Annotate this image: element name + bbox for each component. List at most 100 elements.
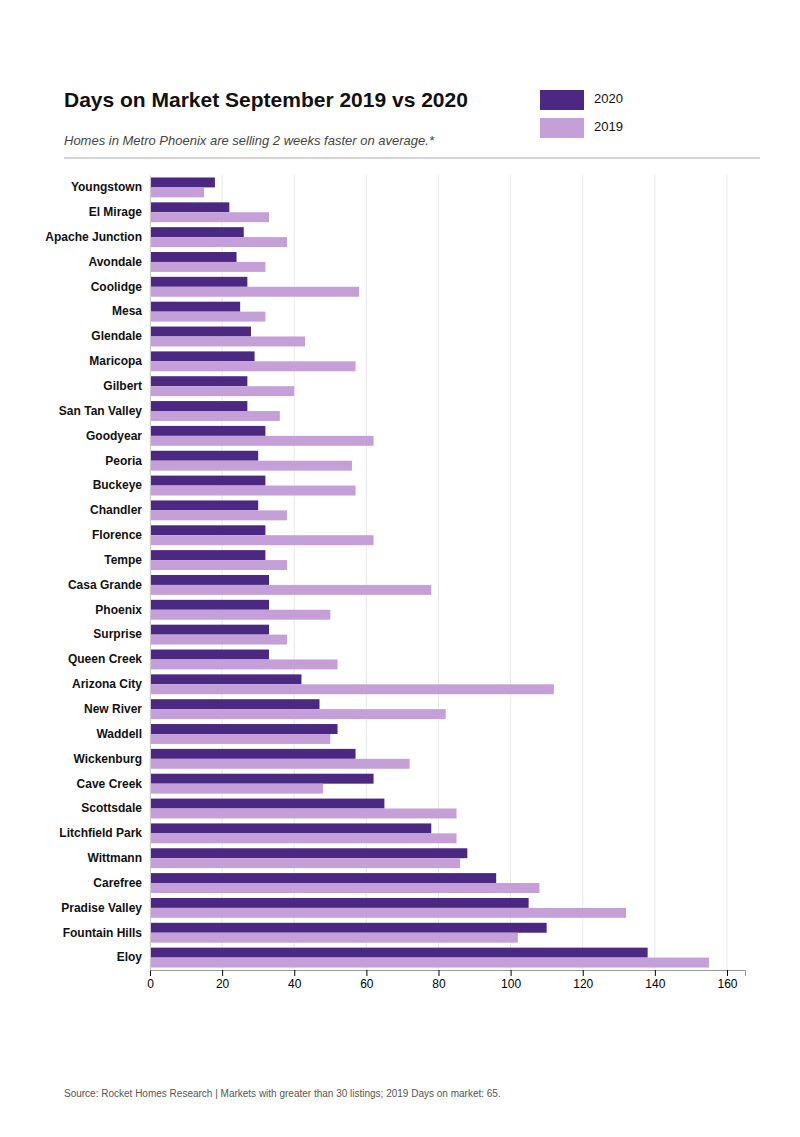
y-tick-label: Buckeye <box>93 478 143 492</box>
bar <box>150 600 269 610</box>
x-tick: 120 <box>573 970 593 991</box>
y-tick-label: Peoria <box>105 454 142 468</box>
bar <box>150 883 539 893</box>
y-tick-label: Mesa <box>112 304 142 318</box>
y-tick: Casa Grande <box>68 578 142 592</box>
x-tick-mark <box>727 970 728 976</box>
y-tick-label: New River <box>84 702 142 716</box>
x-tick: 60 <box>360 970 374 991</box>
bar <box>150 510 287 520</box>
y-tick: Eloy <box>117 950 143 964</box>
separator <box>64 158 760 159</box>
y-tick: Wickenburg <box>73 752 142 766</box>
y-tick: Florence <box>92 528 142 542</box>
y-tick-label: Apache Junction <box>45 230 142 244</box>
x-axis: 020406080100120140160 <box>147 970 745 991</box>
bar <box>150 461 352 471</box>
y-tick-label: Arizona City <box>72 677 142 691</box>
y-tick-label: Queen Creek <box>68 652 142 666</box>
bar <box>150 351 255 361</box>
x-tick-mark <box>655 970 656 976</box>
bar <box>150 177 215 187</box>
bar <box>150 411 280 421</box>
y-tick: Scottsdale <box>81 801 142 815</box>
grid-line <box>582 175 583 970</box>
grid-line <box>654 175 655 970</box>
bar <box>150 252 237 262</box>
bar <box>150 809 457 819</box>
bar <box>150 525 265 535</box>
bar <box>150 212 269 222</box>
bar <box>150 659 338 669</box>
bar <box>150 202 229 212</box>
x-tick-mark <box>366 970 367 976</box>
bar <box>150 426 265 436</box>
x-tick: 20 <box>216 970 230 991</box>
y-tick: Wittmann <box>87 851 142 865</box>
x-tick: 140 <box>645 970 665 991</box>
y-tick-label: Litchfield Park <box>59 826 142 840</box>
bar <box>150 898 529 908</box>
bar <box>150 858 460 868</box>
bar <box>150 923 547 933</box>
bar <box>150 500 258 510</box>
bar <box>150 625 269 635</box>
y-tick-label: Eloy <box>117 950 143 964</box>
y-tick: Litchfield Park <box>59 826 142 840</box>
bar-series <box>150 187 709 967</box>
y-tick: Apache Junction <box>45 230 142 244</box>
bar <box>150 327 251 337</box>
y-tick-label: Wittmann <box>87 851 142 865</box>
bar <box>150 575 269 585</box>
y-tick: Waddell <box>96 727 142 741</box>
x-tick: 40 <box>288 970 302 991</box>
legend-label: 2020 <box>594 91 623 106</box>
y-tick-label: Goodyear <box>86 429 142 443</box>
bar <box>150 277 247 287</box>
y-axis-line <box>150 176 151 971</box>
y-tick-label: San Tan Valley <box>59 404 142 418</box>
bar <box>150 848 467 858</box>
x-tick: 80 <box>432 970 446 991</box>
y-tick: Chandler <box>90 503 142 517</box>
y-tick-label: Chandler <box>90 503 142 517</box>
bar <box>150 287 359 297</box>
y-tick-label: Fountain Hills <box>63 926 143 940</box>
y-tick: Fountain Hills <box>63 926 143 940</box>
bar <box>150 336 305 346</box>
y-tick: Glendale <box>91 329 142 343</box>
y-tick: Goodyear <box>86 429 142 443</box>
x-tick-label: 40 <box>288 977 302 991</box>
y-tick-label: Phoenix <box>95 603 142 617</box>
subtitle: Homes in Metro Phoenix are selling 2 wee… <box>64 133 435 148</box>
bar <box>150 734 330 744</box>
y-tick-label: Florence <box>92 528 142 542</box>
y-tick: Mesa <box>112 304 142 318</box>
x-tick-label: 140 <box>645 977 665 991</box>
y-tick-label: Wickenburg <box>73 752 142 766</box>
bar <box>150 674 301 684</box>
x-tick-label: 160 <box>717 977 737 991</box>
y-tick: Avondale <box>88 255 142 269</box>
y-tick: Tempe <box>104 553 142 567</box>
y-tick: Carefree <box>93 876 142 890</box>
grid <box>150 175 727 970</box>
grid-line <box>510 175 511 970</box>
y-tick: Cave Creek <box>77 777 143 791</box>
legend-swatch <box>540 118 584 138</box>
y-tick-label: Casa Grande <box>68 578 142 592</box>
y-tick-label: Youngstown <box>71 180 142 194</box>
bar <box>150 709 446 719</box>
bar <box>150 227 244 237</box>
x-tick-mark <box>222 970 223 976</box>
bar <box>150 486 356 496</box>
bar <box>150 799 384 809</box>
grid-line <box>726 175 727 970</box>
bar <box>150 560 287 570</box>
x-axis-line <box>151 971 746 977</box>
bar <box>150 302 240 312</box>
y-tick-label: Maricopa <box>89 354 142 368</box>
y-tick: San Tan Valley <box>59 404 142 418</box>
y-tick: Peoria <box>105 454 142 468</box>
bar-series <box>150 177 648 957</box>
